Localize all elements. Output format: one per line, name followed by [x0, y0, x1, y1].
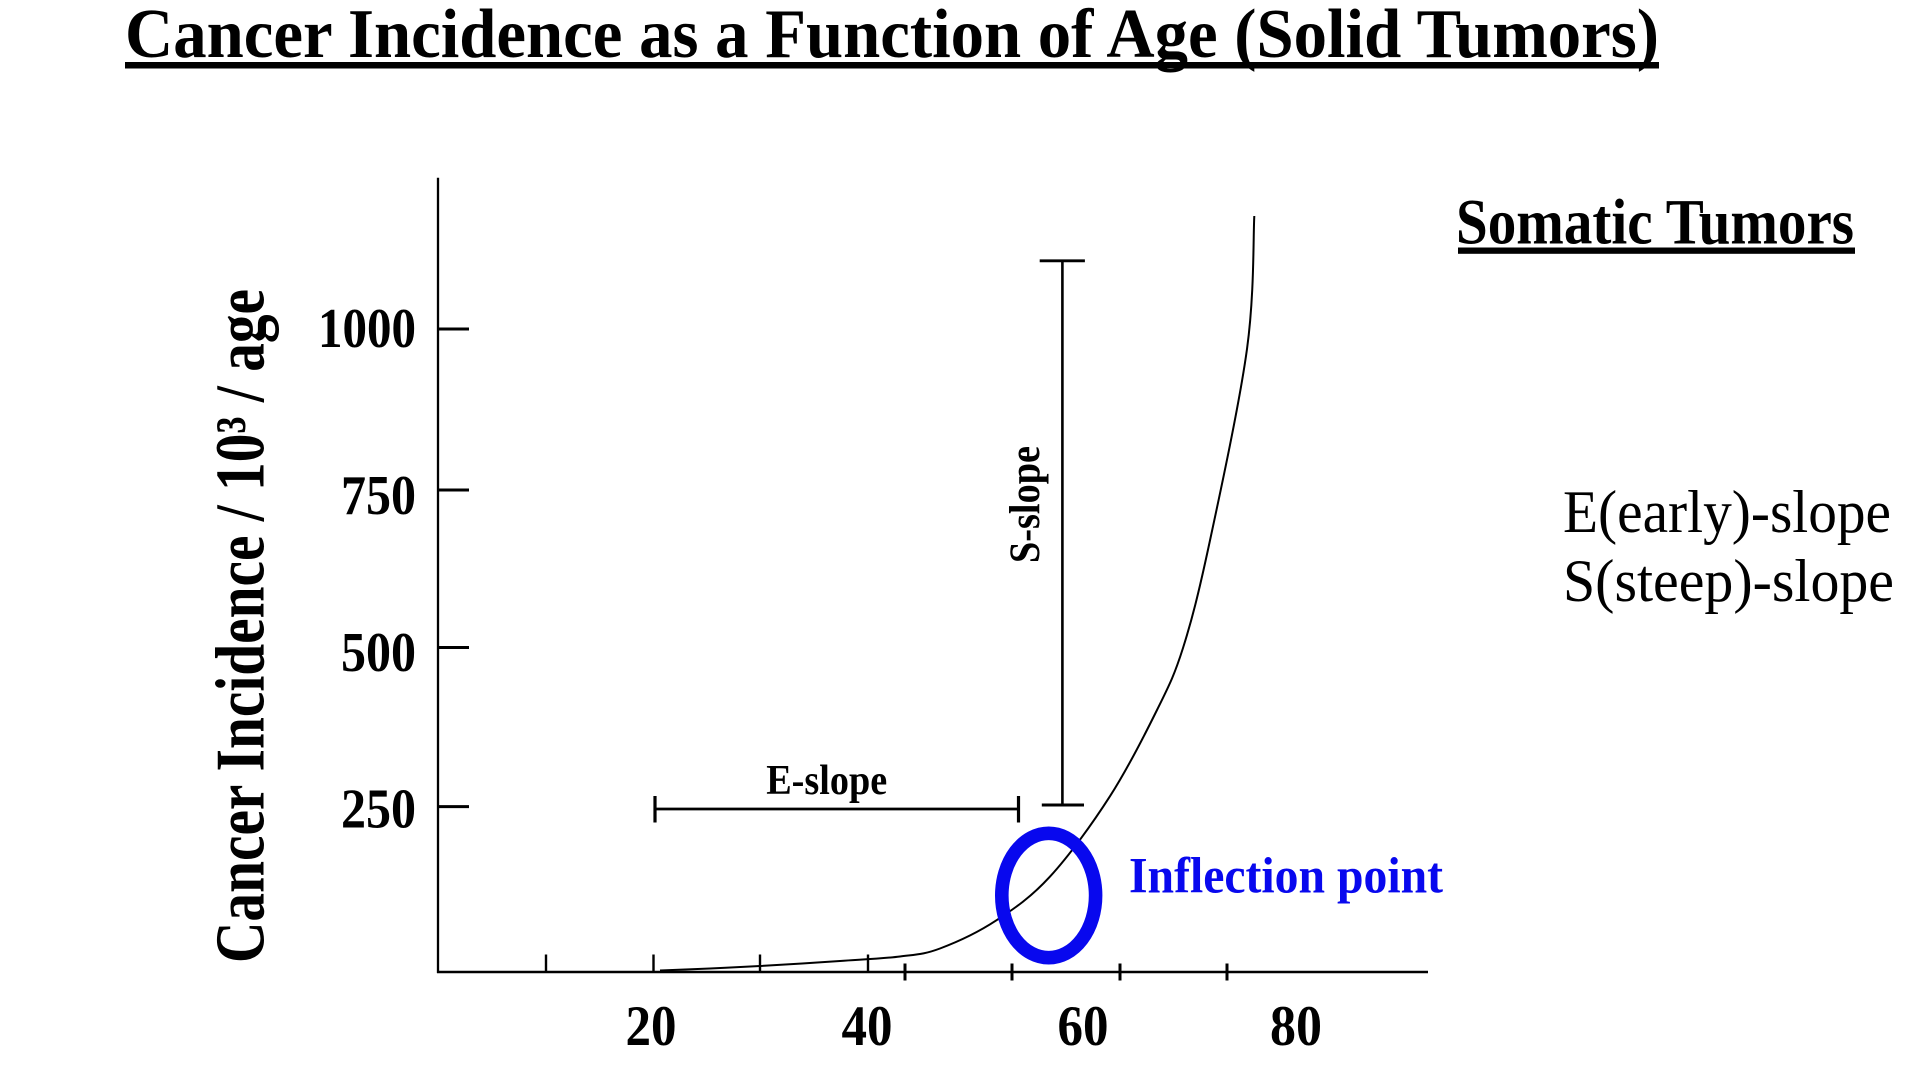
svg-text:750: 750: [341, 465, 416, 527]
svg-text:E-slope: E-slope: [766, 758, 887, 804]
svg-text:80: 80: [1270, 995, 1322, 1058]
svg-text:Inflection point: Inflection point: [1129, 849, 1443, 905]
svg-text:Cancer Incidence / 10³ / age: Cancer Incidence / 10³ / age: [203, 289, 280, 963]
svg-text:Cancer Incidence as a Function: Cancer Incidence as a Function of Age (S…: [125, 0, 1659, 73]
svg-text:40: 40: [842, 995, 893, 1058]
svg-text:250: 250: [341, 779, 416, 841]
svg-text:1000: 1000: [318, 298, 416, 360]
svg-text:20: 20: [626, 995, 677, 1058]
svg-text:S-slope: S-slope: [1002, 446, 1049, 563]
svg-text:500: 500: [341, 622, 416, 684]
svg-text:E(early)-slope: E(early)-slope: [1563, 479, 1891, 545]
svg-text:S(steep)-slope: S(steep)-slope: [1563, 548, 1894, 614]
svg-text:60: 60: [1058, 995, 1109, 1058]
svg-text:Somatic Tumors: Somatic Tumors: [1456, 187, 1854, 259]
